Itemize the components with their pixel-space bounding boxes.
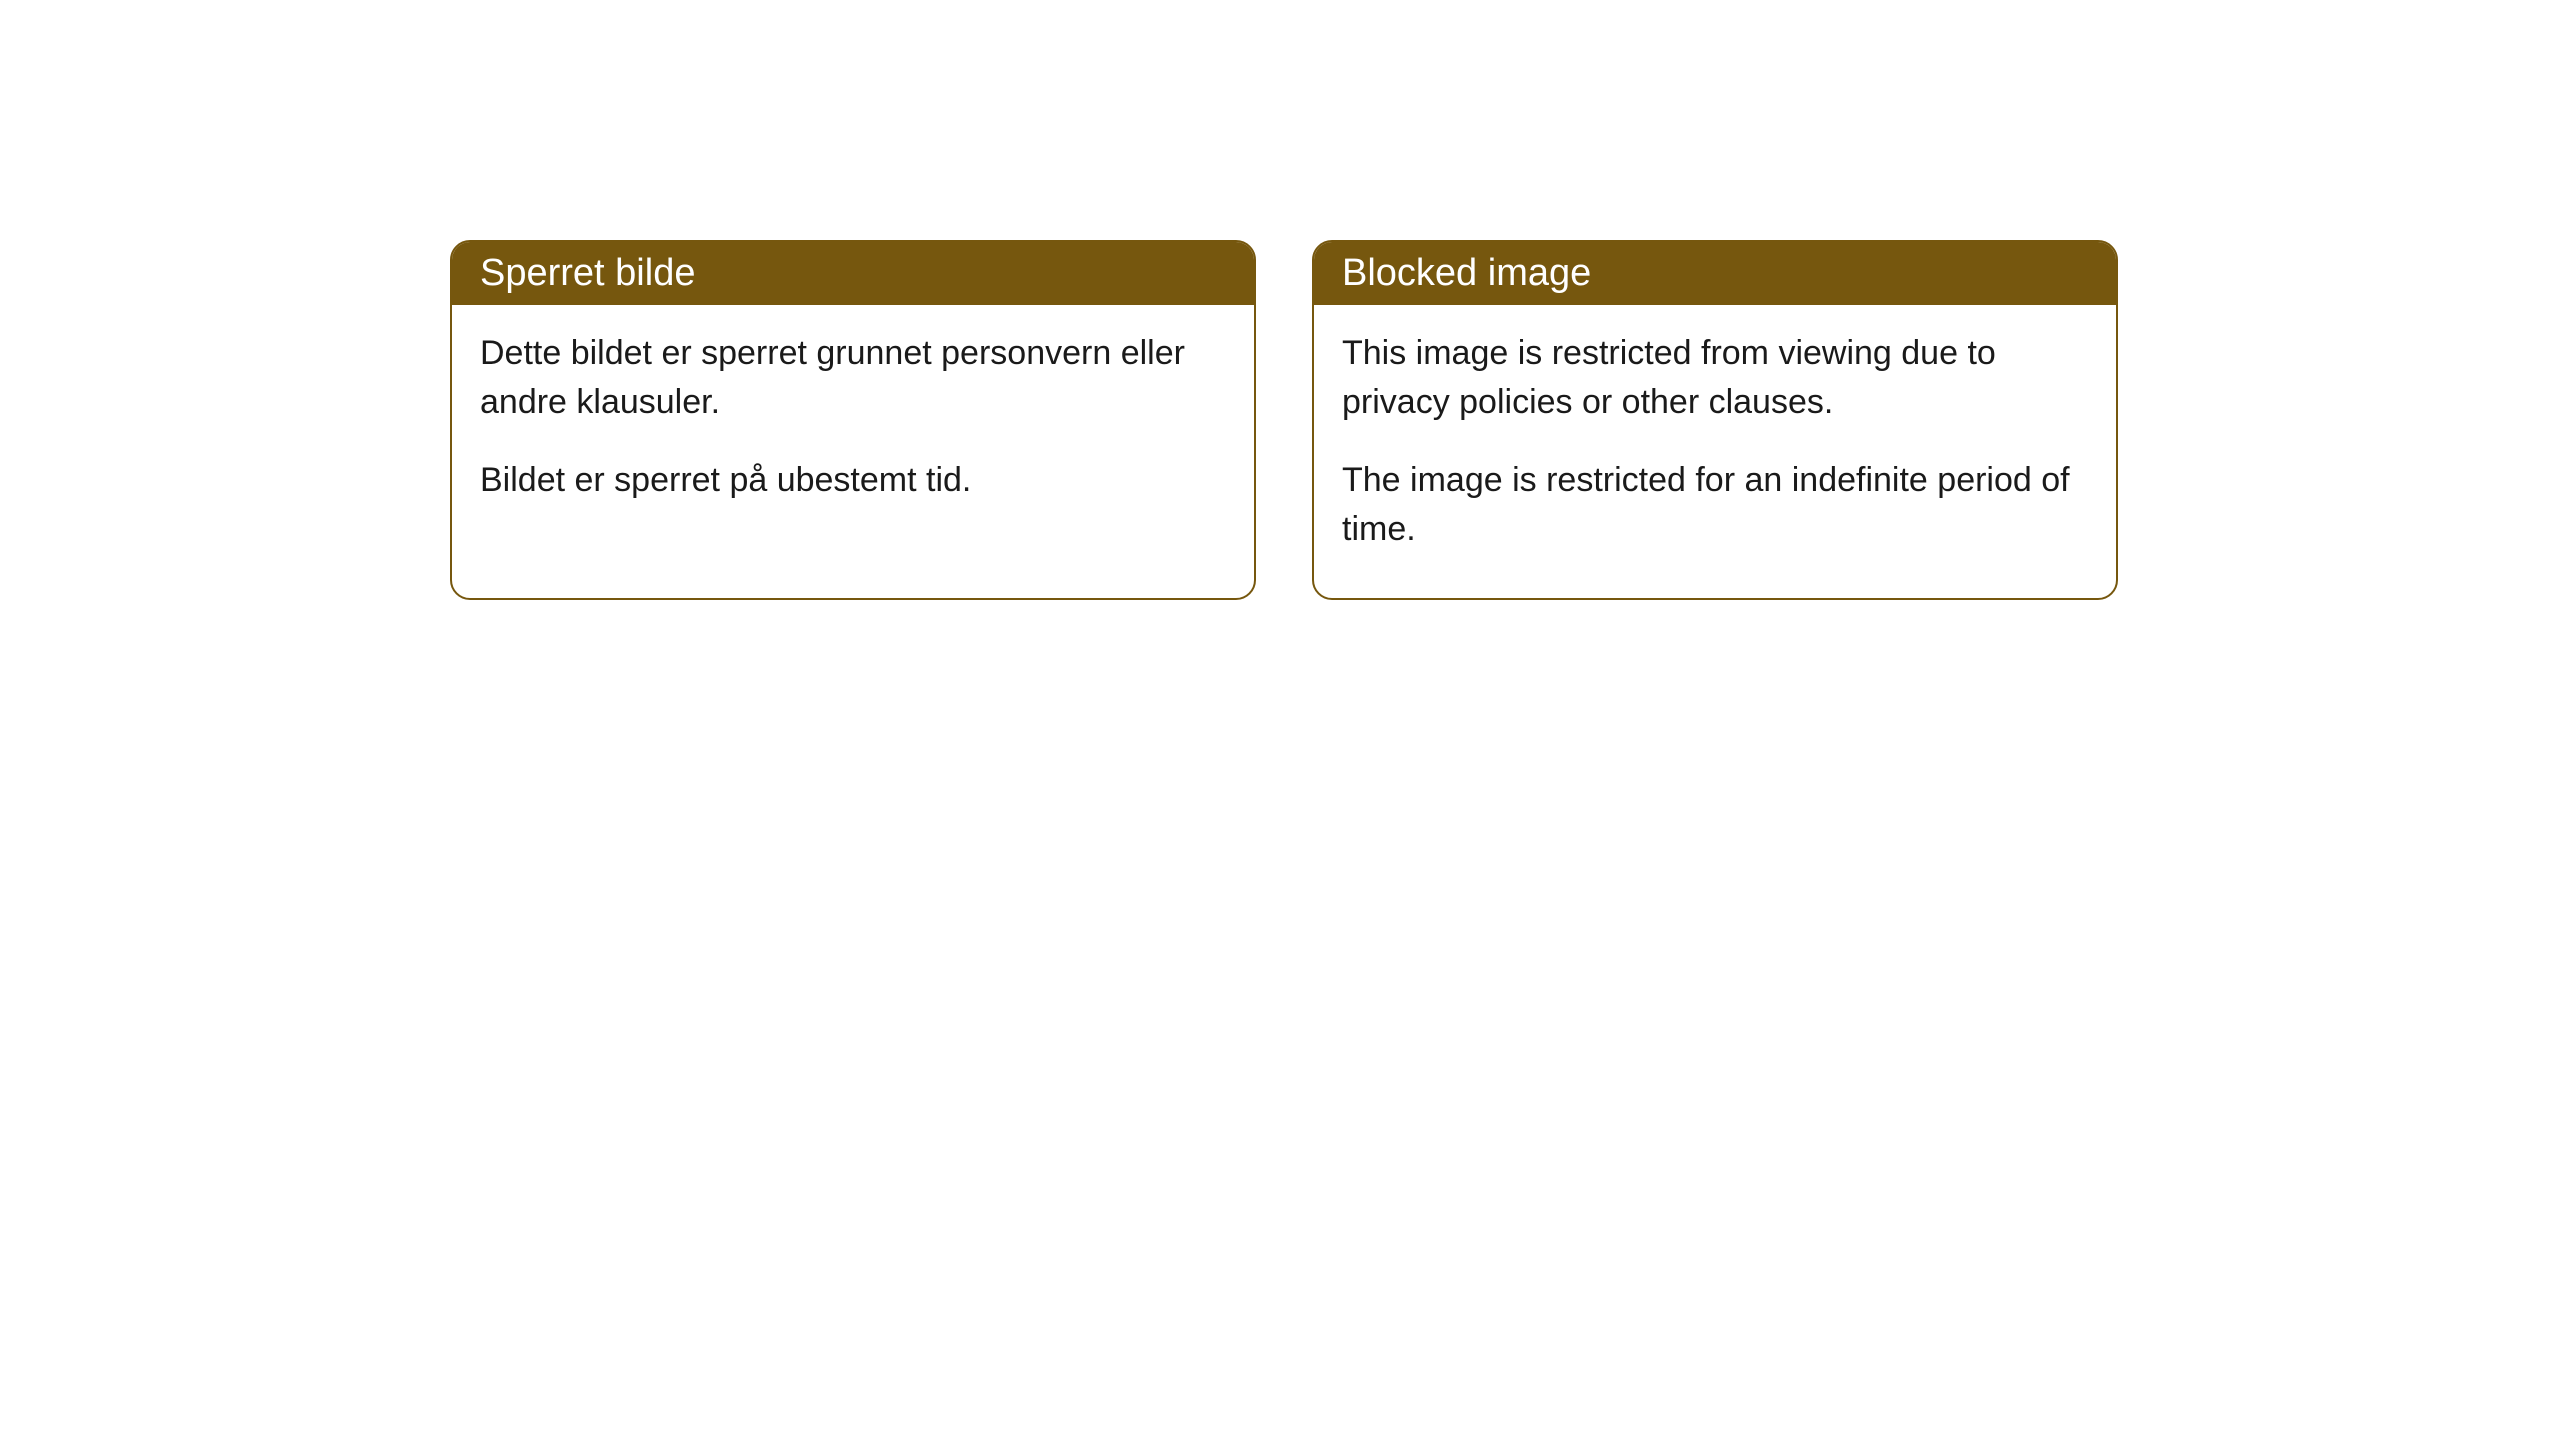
blocked-image-card-norwegian: Sperret bilde Dette bildet er sperret gr… [450,240,1256,600]
card-body-english: This image is restricted from viewing du… [1314,305,2116,598]
card-header-english: Blocked image [1314,242,2116,305]
card-paragraph-1: Dette bildet er sperret grunnet personve… [480,329,1226,428]
card-body-norwegian: Dette bildet er sperret grunnet personve… [452,305,1254,549]
notice-cards-container: Sperret bilde Dette bildet er sperret gr… [450,240,2118,600]
card-header-norwegian: Sperret bilde [452,242,1254,305]
blocked-image-card-english: Blocked image This image is restricted f… [1312,240,2118,600]
card-title: Sperret bilde [480,252,695,294]
card-paragraph-1: This image is restricted from viewing du… [1342,329,2088,428]
card-paragraph-2: The image is restricted for an indefinit… [1342,456,2088,555]
card-title: Blocked image [1342,252,1591,294]
card-paragraph-2: Bildet er sperret på ubestemt tid. [480,456,1226,505]
